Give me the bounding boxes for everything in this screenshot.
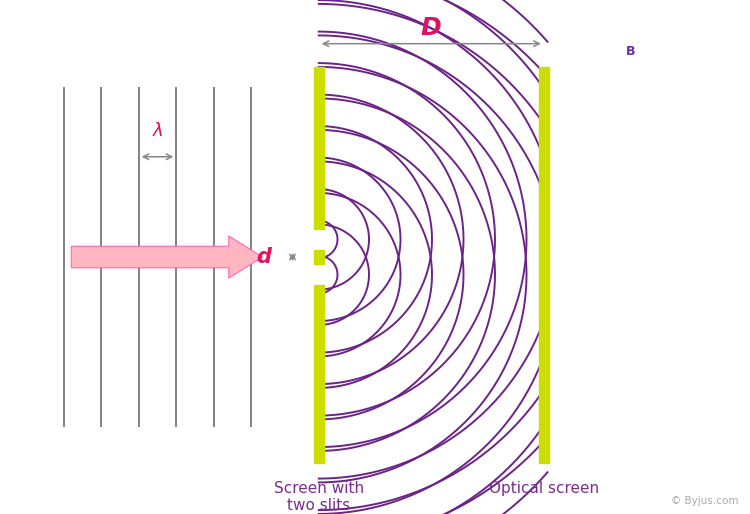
Text: d: d [256,247,272,267]
Bar [314,250,324,264]
Text: The Learning App: The Learning App [652,70,718,79]
Text: © Byjus.com: © Byjus.com [671,497,739,506]
FancyArrow shape [71,236,262,278]
Text: B: B [626,45,635,58]
Text: BYJU'S: BYJU'S [662,38,708,51]
Circle shape [595,31,666,71]
Text: D: D [421,16,442,40]
Bar [314,285,324,463]
Text: Optical screen: Optical screen [489,481,598,495]
Bar [538,67,549,463]
Text: $\lambda$: $\lambda$ [152,122,164,140]
Text: Screen with
two slits: Screen with two slits [274,481,364,513]
Bar [314,67,324,229]
